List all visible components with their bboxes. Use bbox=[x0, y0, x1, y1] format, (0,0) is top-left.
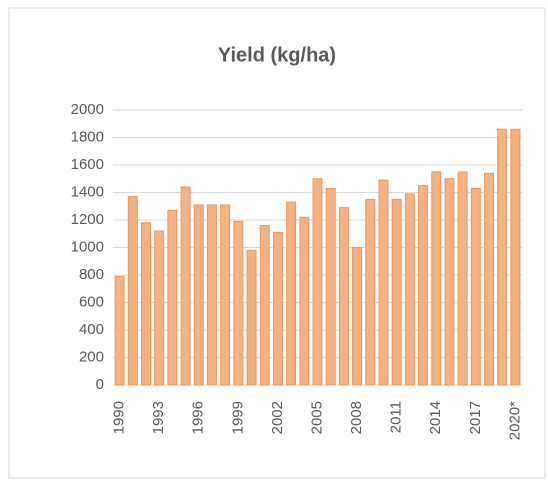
bar bbox=[497, 128, 508, 386]
bar bbox=[167, 209, 178, 386]
bar bbox=[431, 171, 442, 386]
bar bbox=[114, 275, 125, 386]
bar bbox=[470, 187, 481, 386]
x-tick-label: 2005 bbox=[308, 401, 325, 434]
x-tick-label: 1990 bbox=[111, 401, 128, 434]
x-tick-label: 2014 bbox=[427, 401, 444, 434]
bar bbox=[484, 172, 495, 386]
y-tick-label: 2000 bbox=[71, 101, 104, 118]
x-tick-label: 2002 bbox=[269, 401, 286, 434]
bar bbox=[299, 216, 310, 386]
bar bbox=[365, 198, 376, 386]
x-tick-label: 2008 bbox=[348, 401, 365, 434]
bar bbox=[338, 207, 349, 386]
bar bbox=[286, 201, 297, 386]
x-tick-label: 1996 bbox=[190, 401, 207, 434]
y-tick-label: 800 bbox=[79, 266, 104, 283]
bar bbox=[312, 178, 323, 386]
x-tick-label: 1999 bbox=[229, 401, 246, 434]
y-tick-label: 1000 bbox=[71, 238, 104, 255]
bar bbox=[259, 225, 270, 386]
y-tick-label: 1600 bbox=[71, 156, 104, 173]
chart-title: Yield (kg/ha) bbox=[218, 44, 336, 66]
y-tick-label: 1400 bbox=[71, 183, 104, 200]
bar bbox=[418, 185, 429, 386]
bar bbox=[352, 247, 363, 386]
y-tick-label: 1200 bbox=[71, 211, 104, 228]
y-tick-label: 0 bbox=[96, 376, 104, 393]
bar bbox=[404, 193, 415, 386]
bar bbox=[444, 178, 455, 386]
bar bbox=[220, 204, 231, 386]
bar bbox=[272, 231, 283, 386]
y-tick-label: 400 bbox=[79, 321, 104, 338]
bar bbox=[457, 171, 468, 386]
y-tick-label: 600 bbox=[79, 293, 104, 310]
bar bbox=[378, 179, 389, 386]
y-tick-label: 1800 bbox=[71, 128, 104, 145]
y-tick-label: 200 bbox=[79, 348, 104, 365]
x-tick-label: 2020* bbox=[506, 401, 523, 440]
bar bbox=[246, 249, 257, 386]
x-tick-label: 2017 bbox=[467, 401, 484, 434]
bar bbox=[510, 128, 521, 386]
bar bbox=[127, 196, 138, 386]
bar bbox=[154, 230, 165, 386]
bar bbox=[206, 204, 217, 386]
bar bbox=[193, 204, 204, 386]
bar bbox=[391, 198, 402, 386]
bar bbox=[140, 222, 151, 386]
x-tick-label: 1993 bbox=[150, 401, 167, 434]
bar bbox=[180, 186, 191, 386]
bar bbox=[233, 220, 244, 386]
bar bbox=[325, 187, 336, 386]
x-tick-label: 2011 bbox=[388, 401, 405, 433]
